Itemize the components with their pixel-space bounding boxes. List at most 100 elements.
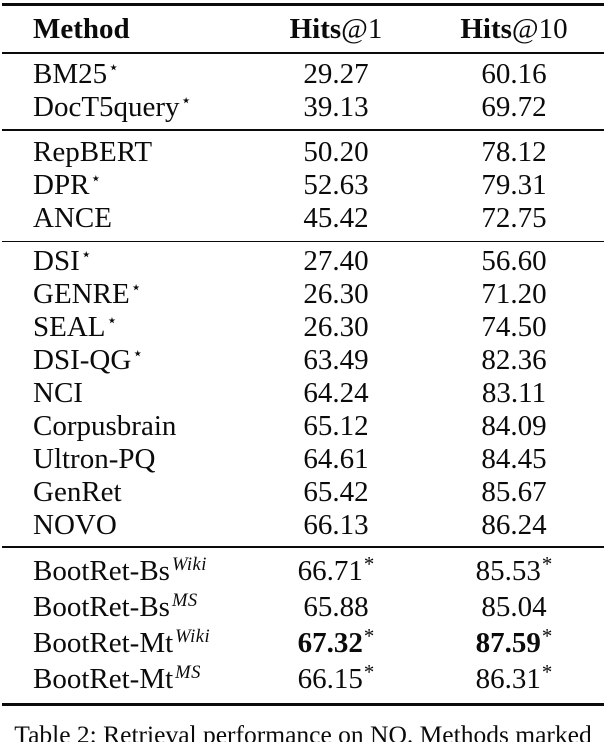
table-row: BootRet-Mt Wiki 67.32* 87.59*	[0, 625, 606, 661]
table-row: ANCE 45.42 72.75	[0, 202, 606, 235]
method-name: RepBERT	[33, 135, 153, 168]
hits1-cell: 39.13	[250, 91, 422, 124]
method-name: DSI	[33, 245, 80, 277]
table-row: BootRet-Bs Wiki 66.71* 85.53*	[0, 553, 606, 589]
method-name: BootRet-Bs	[33, 554, 170, 587]
method-cell: BootRet-Mt MS	[33, 661, 201, 695]
hits1-cell: 45.42	[250, 202, 422, 235]
metric-value: 65.12	[303, 410, 369, 442]
hits10-cell: 85.67	[422, 476, 606, 509]
hits1-header-bold: Hits	[289, 13, 342, 45]
method-cell: DSI⋆	[33, 244, 92, 277]
method-name: NCI	[33, 377, 83, 409]
hits10-cell: 72.75	[422, 202, 606, 235]
table-bottom-rule	[2, 702, 604, 706]
metric-value: 60.16	[481, 58, 547, 90]
method-cell: GenRet	[0, 476, 250, 509]
method-cell: BootRet-Bs Wiki	[33, 553, 207, 587]
results-table: Method Hits@1 Hits@10 BM25⋆ 29.27 60.16 Doc…	[0, 3, 606, 706]
table-row: Ultron-PQ 64.61 84.45	[0, 443, 606, 476]
hits1-cell: 65.42	[250, 476, 422, 509]
method-name: GENRE	[33, 278, 130, 310]
hits10-cell: 85.53*	[475, 551, 553, 587]
hits10-cell: 86.24	[422, 509, 606, 542]
metric-value: 64.24	[303, 377, 369, 409]
method-name: SEAL	[33, 311, 106, 343]
hits10-cell: 56.60	[422, 245, 606, 278]
table-caption: Table 2: Retrieval performance on NQ. Me…	[14, 719, 592, 742]
hits1-header-suffix: @1	[341, 13, 383, 45]
hits10-cell: 78.12	[422, 136, 606, 169]
metric-value: 52.63	[303, 168, 369, 201]
table-row: DSI⋆ 27.40 56.60	[0, 245, 606, 278]
table-group-dense: RepBERT 50.20 78.12 DPR⋆ 52.63 79.31 ANCE 45.42…	[0, 131, 606, 241]
method-cell: BootRet-Mt Wiki	[33, 625, 211, 659]
hits1-cell: 67.32*	[297, 623, 375, 659]
metric-value: 45.42	[303, 201, 369, 234]
metric-value: 74.50	[481, 311, 547, 343]
method-cell: Ultron-PQ	[0, 443, 250, 476]
hits10-cell: 84.09	[422, 410, 606, 443]
metric-value: 72.75	[481, 201, 547, 234]
method-name: BootRet-Mt	[33, 626, 174, 659]
hits10-cell: 79.31	[422, 169, 606, 202]
metric-value: 69.72	[481, 91, 547, 123]
table-row: DocT5query⋆ 39.13 69.72	[0, 91, 606, 124]
hits1-cell: 26.30	[250, 311, 422, 344]
metric-value: 63.49	[303, 344, 369, 376]
metric-value: 64.61	[303, 443, 369, 475]
group-separator-rule	[2, 546, 604, 548]
method-name: DSI-QG	[33, 344, 132, 376]
method-name: DocT5query	[33, 91, 180, 123]
metric-value: 56.60	[481, 245, 547, 277]
method-cell: DocT5query⋆	[33, 90, 192, 123]
table-header-row: Method Hits@1 Hits@10	[0, 6, 606, 52]
hits1-cell: 52.63	[250, 169, 422, 202]
table-group-generative: DSI⋆ 27.40 56.60 GENRE⋆ 26.30 71.20 SEAL⋆ 26.30…	[0, 242, 606, 546]
method-cell: Corpusbrain	[0, 410, 250, 443]
group-separator-rule	[2, 240, 604, 242]
method-cell: SEAL⋆	[33, 310, 118, 343]
metric-value: 39.13	[303, 91, 369, 123]
hits10-cell: 60.16	[422, 58, 606, 91]
table-row: BootRet-Mt MS 66.15* 86.31*	[0, 661, 606, 697]
metric-value: 65.42	[303, 476, 369, 508]
group-separator-rule	[2, 129, 604, 131]
method-cell: ANCE	[0, 202, 250, 235]
method-cell: BootRet-Bs MS	[33, 589, 198, 623]
hits10-cell: 84.45	[422, 443, 606, 476]
metric-value: 66.71	[297, 554, 363, 587]
column-header-method: Method	[33, 13, 130, 45]
metric-value: 87.59	[475, 626, 541, 659]
metric-value: 85.04	[481, 590, 547, 623]
method-name: GenRet	[33, 476, 122, 508]
method-name: NOVO	[33, 509, 117, 541]
method-cell: NCI	[0, 377, 250, 410]
metric-value: 50.20	[303, 135, 369, 168]
metric-value: 27.40	[303, 245, 369, 277]
table-row: GenRet 65.42 85.67	[0, 476, 606, 509]
hits10-cell: 71.20	[422, 278, 606, 311]
table-row: Corpusbrain 65.12 84.09	[0, 410, 606, 443]
metric-value: 86.31	[475, 662, 541, 695]
table-row: BM25⋆ 29.27 60.16	[0, 58, 606, 91]
metric-value: 85.53	[475, 554, 541, 587]
method-cell: BM25⋆	[33, 57, 120, 90]
table-row: DSI-QG⋆ 63.49 82.36	[0, 344, 606, 377]
table-row: RepBERT 50.20 78.12	[0, 136, 606, 169]
method-name: Ultron-PQ	[33, 443, 156, 475]
table-group-bootret: BootRet-Bs Wiki 66.71* 85.53* BootRet-Bs MS 65…	[0, 548, 606, 703]
hits1-cell: 66.71*	[297, 551, 375, 587]
metric-value: 67.32	[297, 626, 363, 659]
hits1-cell: 66.13	[250, 509, 422, 542]
table-row: DPR⋆ 52.63 79.31	[0, 169, 606, 202]
method-cell: DSI-QG⋆	[33, 343, 144, 376]
hits10-cell: 74.50	[422, 311, 606, 344]
table-row: NOVO 66.13 86.24	[0, 509, 606, 542]
metric-value: 26.30	[303, 278, 369, 310]
hits1-cell: 65.12	[250, 410, 422, 443]
hits1-cell: 29.27	[250, 58, 422, 91]
method-name: Corpusbrain	[33, 410, 177, 442]
metric-value: 84.45	[481, 443, 547, 475]
